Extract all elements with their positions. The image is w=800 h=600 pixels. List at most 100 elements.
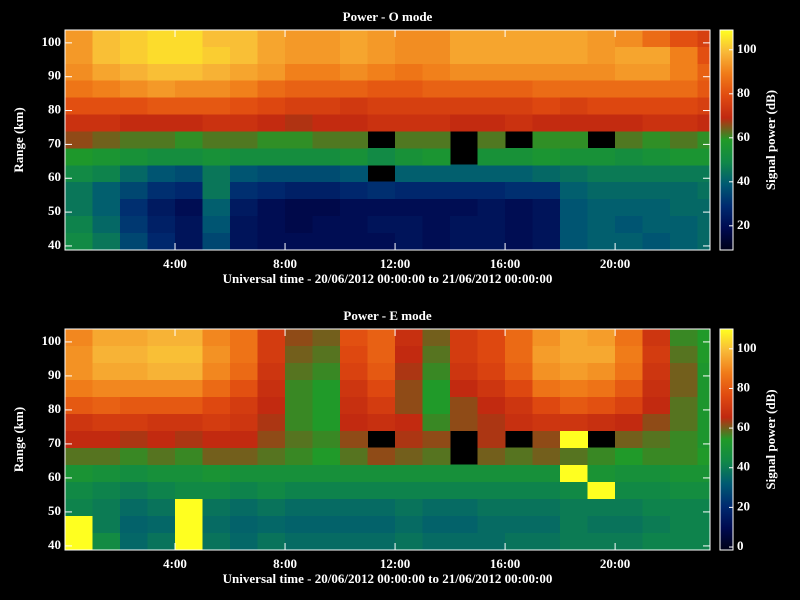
heatmap-cell: [230, 532, 259, 550]
heatmap-cell: [532, 215, 561, 233]
y-tick-label: 60: [48, 469, 61, 484]
heatmap-cell: [257, 481, 286, 499]
heatmap-cell: [697, 345, 711, 363]
heatmap-cell: [587, 379, 616, 397]
heatmap-cell: [395, 413, 424, 431]
heatmap-cell: [285, 430, 314, 448]
heatmap-cell: [120, 498, 149, 516]
heatmap-cell: [202, 46, 231, 64]
heatmap-cell: [147, 215, 176, 233]
heatmap-cell: [615, 215, 644, 233]
heatmap-cell: [697, 113, 711, 132]
heatmap-cell: [312, 198, 341, 217]
heatmap-cell: [312, 130, 341, 149]
heatmap-cell: [670, 481, 699, 499]
plot-frame: [64, 328, 711, 551]
heatmap-cell: [395, 515, 424, 533]
heatmap-cell: [615, 30, 644, 47]
heatmap-cell: [477, 532, 506, 550]
heatmap-cell: [147, 198, 176, 217]
x-tick-label: 20:00: [600, 556, 630, 571]
heatmap-cell: [450, 113, 479, 132]
heatmap-cell: [422, 130, 451, 149]
heatmap-cell: [615, 396, 644, 414]
heatmap-cell: [120, 215, 149, 233]
heatmap-cell: [395, 215, 424, 233]
heatmap-cell: [395, 30, 424, 47]
heatmap-cell: [65, 164, 94, 183]
heatmap-cell: [560, 464, 589, 482]
heatmap-cell: [257, 198, 286, 217]
heatmap-cell: [477, 63, 506, 81]
heatmap-cell: [147, 396, 176, 414]
heatmap-cell: [340, 215, 369, 233]
heatmap-cell: [340, 362, 369, 380]
heatmap-cell: [312, 396, 341, 414]
heatmap-cell: [615, 46, 644, 64]
heatmap-cell: [257, 379, 286, 397]
heatmap-cell: [422, 147, 451, 166]
heatmap-cell: [285, 80, 314, 98]
heatmap-cell: [175, 232, 204, 250]
heatmap-cell: [477, 430, 506, 448]
heatmap-cell: [367, 181, 396, 200]
heatmap-cell: [532, 147, 561, 166]
heatmap-cell: [587, 498, 616, 516]
heatmap-cell: [477, 30, 506, 47]
x-tick-label: 4:00: [163, 556, 187, 571]
heatmap-cell: [615, 113, 644, 132]
heatmap-cell: [312, 80, 341, 98]
heatmap-cell: [257, 396, 286, 414]
heatmap-cell: [505, 362, 534, 380]
heatmap-cell: [697, 147, 711, 166]
heatmap-cell: [505, 532, 534, 550]
heatmap-cell: [670, 113, 699, 132]
heatmap-cell: [422, 362, 451, 380]
heatmap-cell: [477, 97, 506, 115]
heatmap-cell: [532, 113, 561, 132]
heatmap-cell: [257, 97, 286, 115]
heatmap-cell: [92, 46, 121, 64]
colorbar-label: Signal power (dB): [763, 389, 778, 489]
heatmap-cell: [230, 498, 259, 516]
heatmap-cell: [560, 181, 589, 200]
heatmap-cell: [340, 498, 369, 516]
y-tick-label: 80: [48, 102, 61, 117]
heatmap-cell: [257, 345, 286, 363]
heatmap-cell: [65, 147, 94, 166]
heatmap-cell: [92, 130, 121, 149]
heatmap-cell: [175, 464, 204, 482]
x-axis-label: Universal time - 20/06/2012 00:00:00 to …: [223, 571, 553, 586]
heatmap-cell: [340, 232, 369, 250]
heatmap-cell: [642, 464, 671, 482]
heatmap-cell: [450, 80, 479, 98]
heatmap-cell: [560, 481, 589, 499]
heatmap-cell: [175, 164, 204, 183]
heatmap-cell: [202, 181, 231, 200]
heatmap-cell: [532, 232, 561, 250]
heatmap-cell: [587, 113, 616, 132]
heatmap-cell: [367, 198, 396, 217]
heatmap-cell: [340, 447, 369, 465]
heatmap-cell: [697, 215, 711, 233]
heatmap-cell: [202, 447, 231, 465]
heatmap-cell: [587, 413, 616, 431]
heatmap-cell: [367, 63, 396, 81]
heatmap-cell: [175, 130, 204, 149]
heatmap-cell: [422, 113, 451, 132]
heatmap-cell: [285, 130, 314, 149]
heatmap-cell: [697, 232, 711, 250]
heatmap-cell: [642, 30, 671, 47]
heatmap-cell: [615, 481, 644, 499]
heatmap-cell: [340, 515, 369, 533]
heatmap-cell: [367, 113, 396, 132]
heatmap-cell: [422, 498, 451, 516]
heatmap-cell: [230, 379, 259, 397]
heatmap-cell: [147, 147, 176, 166]
heatmap-cell: [560, 215, 589, 233]
heatmap-cell: [65, 481, 94, 499]
heatmap-cell: [587, 464, 616, 482]
heatmap-cell: [532, 30, 561, 47]
heatmap-cell: [450, 164, 479, 183]
heatmap-cell: [505, 481, 534, 499]
